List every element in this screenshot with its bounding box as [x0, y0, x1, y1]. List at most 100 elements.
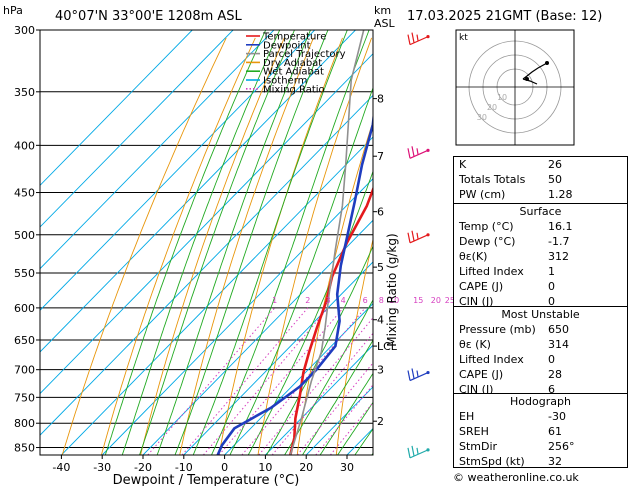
- hodograph-param-key: StmSpd (kt): [459, 455, 525, 468]
- most-unstable-row: θε (K) 314: [454, 337, 627, 352]
- surface-value: 16.1: [548, 220, 573, 233]
- mixing-ratio-label: 10: [389, 296, 399, 305]
- height-tick-label: 4: [377, 314, 384, 327]
- temperature-line: [289, 185, 373, 455]
- wet-adiabat-line: [174, 30, 329, 455]
- hodograph-start-marker: [525, 77, 529, 81]
- wind-barb-dot: [426, 148, 430, 152]
- isotherm-line: [40, 53, 373, 395]
- hodograph-param-row: SREH 61: [454, 424, 627, 439]
- legend-label-temperature: Temperature: [262, 32, 326, 43]
- most-unstable-row: CIN (J) 6: [454, 382, 627, 397]
- dry-adiabat-line: [335, 237, 373, 455]
- mixing-ratio-line: [203, 307, 329, 455]
- hodograph-ring-label: 30: [477, 113, 487, 122]
- wind-barb-flag: [411, 230, 415, 241]
- most-unstable-value: 650: [548, 323, 569, 336]
- x-axis-label: Dewpoint / Temperature (°C): [113, 473, 300, 486]
- height-tick-label: 2: [377, 415, 384, 428]
- isotherm-line: [40, 30, 316, 311]
- pressure-tick-label: 450: [14, 187, 35, 200]
- isotherm-line: [61, 136, 373, 455]
- isotherm-line: [40, 30, 234, 228]
- surface-key: CIN (J): [459, 295, 494, 308]
- most-unstable-value: 0: [548, 353, 555, 366]
- most-unstable-panel: Most Unstable Pressure (mb) 650 θε (K) 314 L…: [453, 306, 628, 397]
- dewpoint-line: [216, 111, 373, 455]
- legend-label-dewpoint: Dewpoint: [263, 40, 311, 51]
- index-value: 1.28: [548, 188, 573, 201]
- hodograph-param-value: 61: [548, 425, 562, 438]
- isotherm-line: [224, 302, 373, 455]
- surface-value: -1.7: [548, 235, 570, 248]
- isotherm-line: [40, 30, 193, 187]
- surface-key: θε(K): [459, 250, 488, 263]
- wind-barb-flag: [411, 32, 415, 43]
- wet-adiabat-line: [337, 401, 373, 455]
- wet-adiabat-line: [210, 30, 370, 455]
- location-title: 40°07'N 33°00'E 1208m ASL: [55, 9, 243, 24]
- wind-barb-flag: [407, 232, 411, 243]
- copyright-footer: © weatheronline.co.uk: [453, 471, 579, 484]
- mixing-ratio-line: [258, 317, 373, 455]
- hodograph-param-key: EH: [459, 410, 475, 423]
- height-tick-label: 7: [377, 150, 384, 163]
- mixing-ratio-label: 4: [341, 296, 346, 305]
- height-tick-label: LCL: [377, 340, 398, 353]
- wind-barb-flag: [416, 148, 419, 155]
- mixing-ratio-axis-label: Mixing Ratio (g/kg): [385, 233, 399, 346]
- hodograph-ring-label: 20: [487, 103, 497, 112]
- pressure-tick-label: 850: [14, 442, 35, 455]
- wind-barb-dot: [426, 35, 430, 39]
- pressure-tick-label: 700: [14, 364, 35, 377]
- pressure-tick-label: 600: [14, 302, 35, 315]
- surface-row: Lifted Index 1: [454, 264, 627, 279]
- most-unstable-value: 314: [548, 338, 569, 351]
- mixing-ratio-label: 2: [305, 296, 310, 305]
- pressure-tick-label: 550: [14, 267, 35, 280]
- most-unstable-value: 6: [548, 383, 555, 396]
- pressure-tick-label: 500: [14, 229, 35, 242]
- pressure-tick-label: 350: [14, 86, 35, 99]
- index-key: Totals Totals: [459, 173, 526, 186]
- plot-frame: [39, 29, 374, 456]
- hodograph-param-key: StmDir: [459, 440, 498, 453]
- dry-adiabat-line: [179, 37, 314, 455]
- hodograph-param-row: StmDir 256°: [454, 439, 627, 454]
- index-row: PW (cm) 1.28: [454, 187, 627, 202]
- hodograph-params-title: Hodograph: [510, 395, 571, 408]
- most-unstable-key: Lifted Index: [459, 353, 524, 366]
- hodograph-param-row: StmSpd (kt) 32: [454, 454, 627, 469]
- asl-label: ASL: [374, 17, 396, 30]
- height-tick-label: 3: [377, 364, 384, 377]
- temperature-tick-label: -40: [52, 461, 70, 474]
- hodograph-end-marker: [545, 61, 549, 65]
- surface-row: CIN (J) 0: [454, 294, 627, 309]
- surface-key: Dewp (°C): [459, 235, 516, 248]
- height-tick-label: 5: [377, 261, 384, 274]
- wet-adiabat-line: [121, 30, 281, 455]
- datetime-title: 17.03.2025 21GMT (Base: 12): [407, 9, 602, 24]
- index-row: Totals Totals 50: [454, 172, 627, 187]
- legend-label-dry-adiabat: Dry Adiabat: [263, 58, 322, 69]
- wet-adiabat-line: [192, 30, 348, 455]
- wind-barb-flag: [411, 146, 415, 157]
- pressure-unit: hPa: [3, 4, 23, 17]
- surface-key: Lifted Index: [459, 265, 524, 278]
- wind-barb-flag: [416, 232, 419, 239]
- surface-value: 312: [548, 250, 569, 263]
- most-unstable-key: CAPE (J): [459, 368, 504, 381]
- index-key: K: [459, 158, 467, 171]
- wind-barb-flag: [407, 34, 411, 45]
- wet-adiabat-line: [319, 372, 373, 455]
- wet-adiabat-line: [284, 299, 373, 455]
- mixing-ratio-line: [181, 307, 309, 455]
- wind-barb-flag: [407, 370, 411, 381]
- dry-adiabat-line: [140, 37, 285, 455]
- most-unstable-value: 28: [548, 368, 562, 381]
- isotherm-line: [40, 30, 356, 353]
- surface-panel: Surface Temp (°C) 16.1 Dewp (°C) -1.7 θε(K) 3…: [453, 203, 628, 308]
- temperature-tick-label: -10: [175, 461, 193, 474]
- wind-barb-flag: [416, 370, 419, 377]
